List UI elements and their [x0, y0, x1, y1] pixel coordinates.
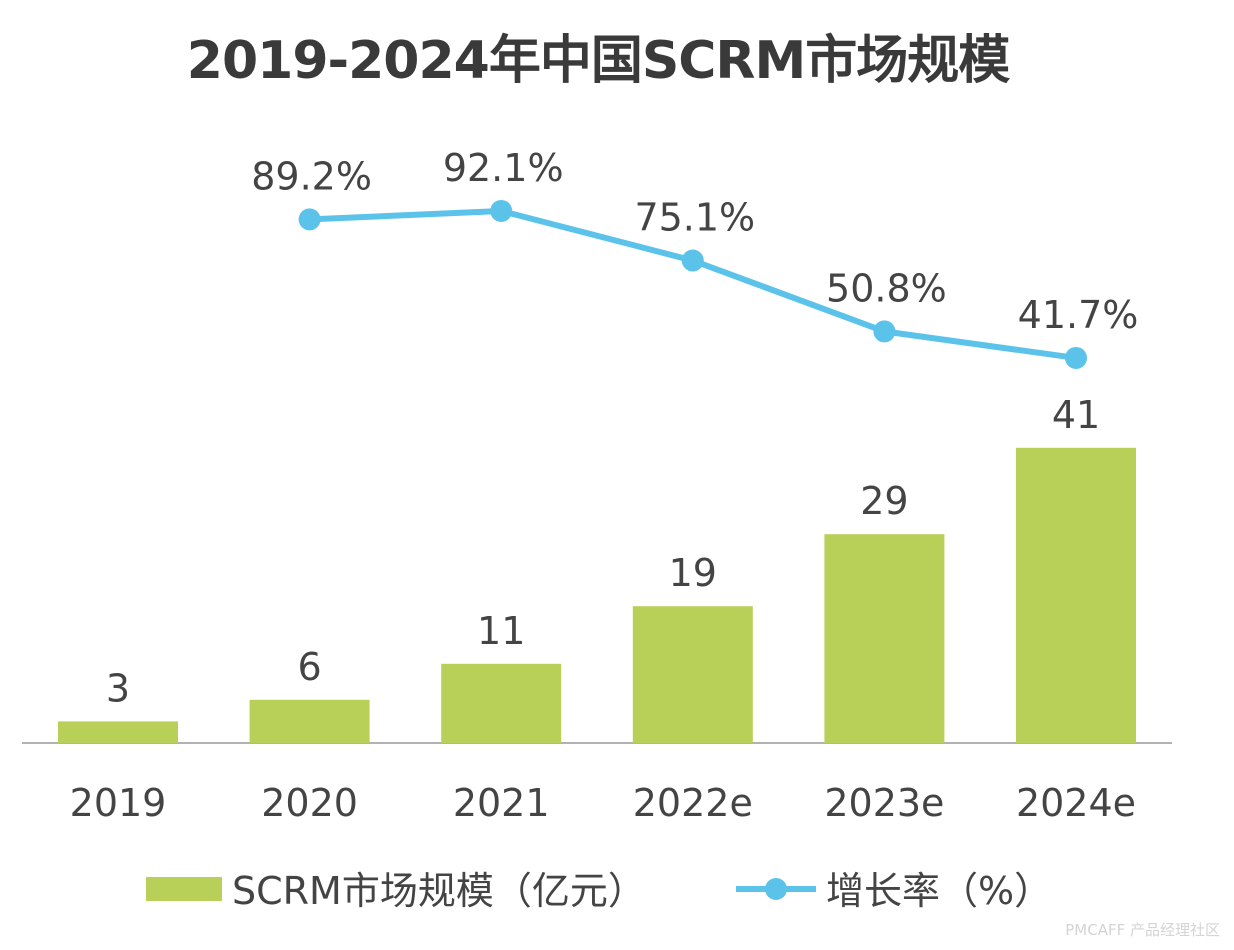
bar-label-2020: 6: [298, 645, 322, 689]
growth-label-2022e: 75.1%: [634, 196, 755, 240]
growth-label-2021: 92.1%: [443, 146, 564, 190]
growth-label-2024e: 41.7%: [1018, 293, 1139, 337]
growth-point-2021: [490, 199, 513, 222]
legend-line-marker: [765, 878, 787, 900]
legend-bar-label: SCRM市场规模（亿元）: [232, 869, 646, 913]
bar-label-2021: 11: [477, 609, 525, 653]
legend-bar-swatch: [146, 877, 222, 901]
growth-point-2023e: [873, 320, 896, 343]
bar-label-2024e: 41: [1052, 393, 1100, 437]
legend-line-label: 增长率（%）: [826, 869, 1052, 913]
bar-2019: [58, 721, 178, 743]
growth-point-2022e: [681, 249, 704, 272]
bar-2021: [441, 663, 562, 743]
growth-label-2023e: 50.8%: [826, 266, 947, 310]
x-tick-2019: 2019: [70, 781, 167, 825]
chart-title: 2019-2024年中国SCRM市场规模: [186, 31, 1010, 91]
bar-label-2023e: 29: [860, 479, 908, 523]
bar-2020: [249, 699, 370, 743]
bar-2023e: [824, 534, 945, 743]
bar-2024e: [1016, 447, 1136, 743]
x-tick-2024e: 2024e: [1016, 781, 1136, 825]
x-tick-2022e: 2022e: [633, 781, 753, 825]
bar-2022e: [632, 606, 753, 743]
growth-point-2024e: [1065, 346, 1087, 369]
x-tick-2023e: 2023e: [824, 781, 944, 825]
growth-point-2020: [298, 208, 321, 231]
watermark: PMCAFF 产品经理社区: [1065, 921, 1220, 939]
bar-label-2019: 3: [106, 666, 130, 710]
growth-label-2020: 89.2%: [251, 154, 372, 198]
x-tick-2021: 2021: [453, 781, 550, 825]
bar-label-2022e: 19: [669, 551, 717, 595]
x-tick-2020: 2020: [261, 781, 358, 825]
